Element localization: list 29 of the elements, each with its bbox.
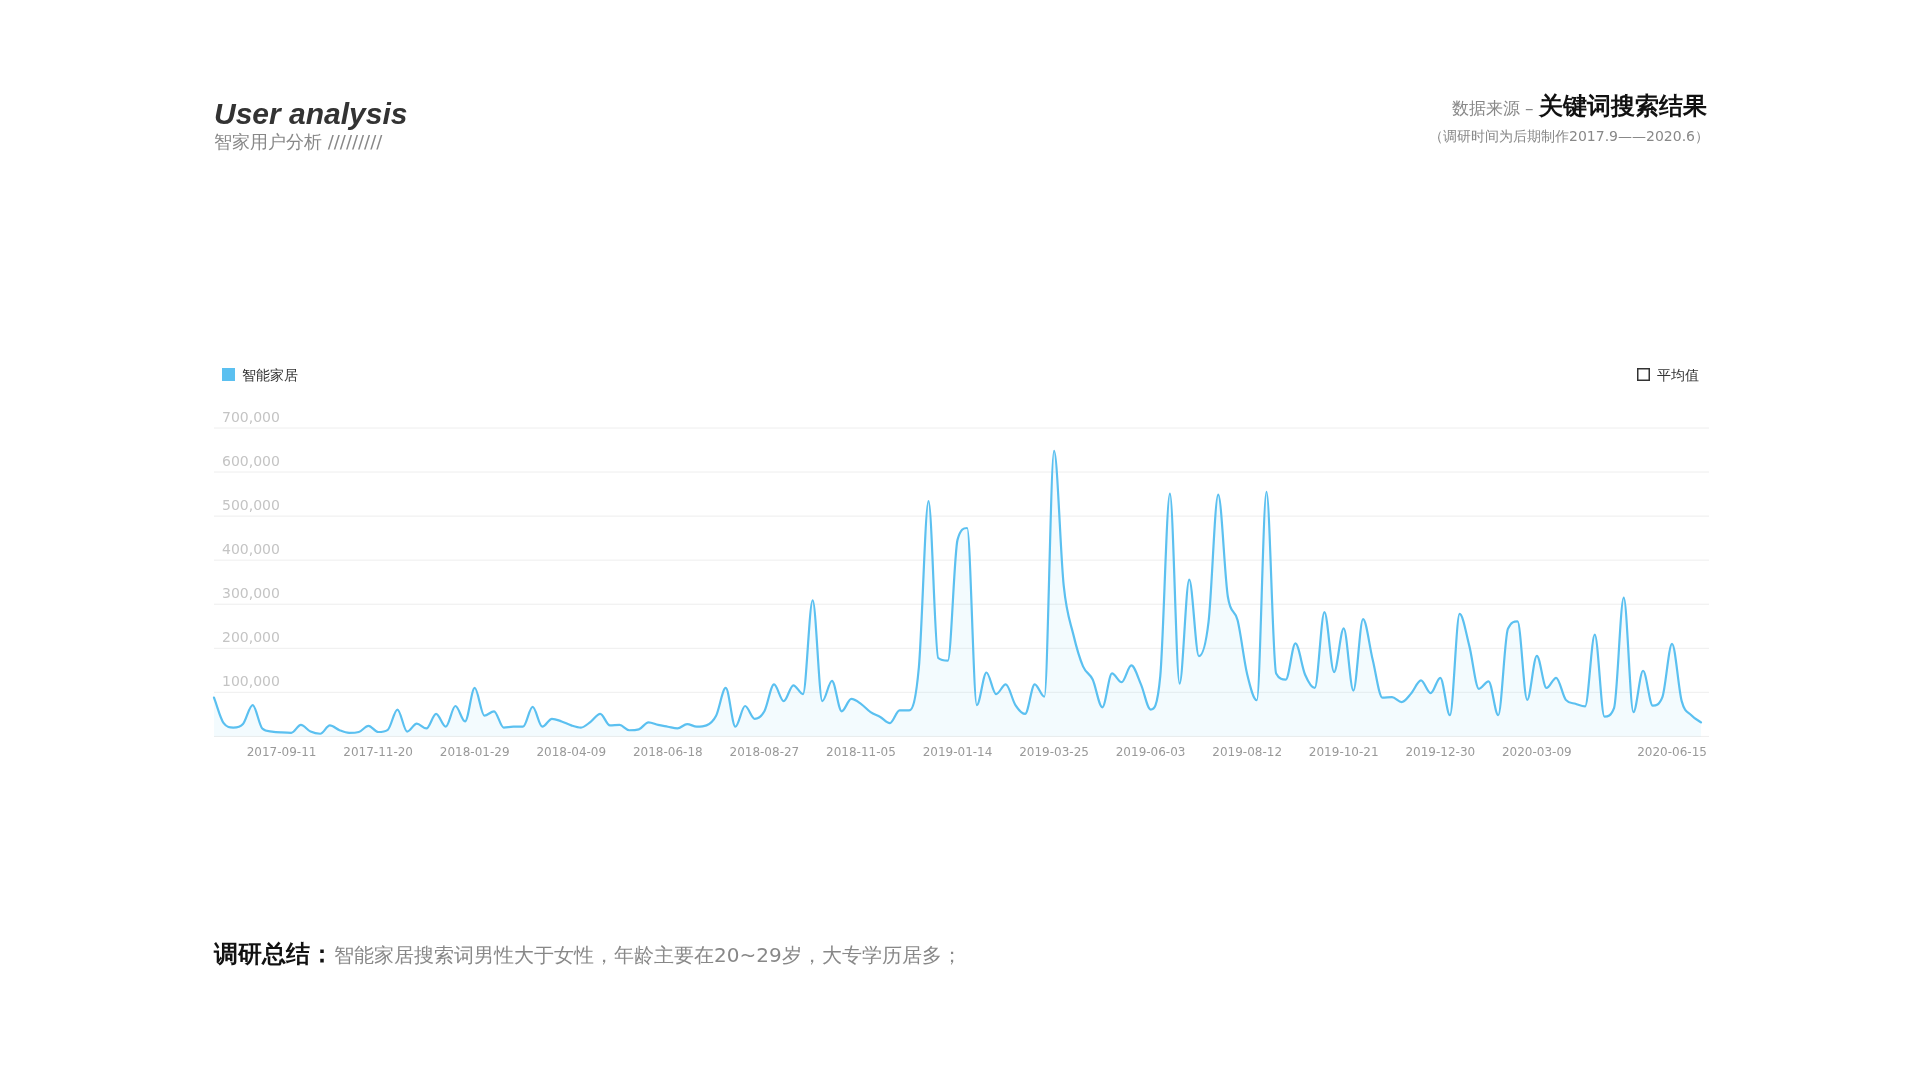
legend-label: 平均值 xyxy=(1657,367,1699,383)
text: （调研时间为后期制作2017.9——2020.6） xyxy=(1429,128,1709,144)
x-tick-label: 2017-11-20 xyxy=(343,745,414,759)
x-tick-label: 2019-10-21 xyxy=(1308,745,1379,759)
y-tick-label: 500,000 xyxy=(222,497,280,514)
y-tick-label: 700,000 xyxy=(222,409,280,425)
y-tick-label: 600,000 xyxy=(222,453,280,470)
x-tick-label: 2018-11-05 xyxy=(826,745,896,759)
x-tick-label: 2018-08-27 xyxy=(729,745,800,759)
y-tick-label: 300,000 xyxy=(222,585,280,602)
y-tick-label: 100,000 xyxy=(222,673,280,690)
chart-subtitle: 智家用户分析 ///////// xyxy=(214,131,384,152)
x-tick-label: 2017-09-11 xyxy=(246,745,317,759)
x-tick-label: 2019-01-14 xyxy=(922,745,993,759)
x-tick-label: 2019-12-30 xyxy=(1405,745,1476,759)
x-tick-label: 2018-06-18 xyxy=(632,745,703,759)
source-note: 数据来源 – 关键词搜索结果 xyxy=(1451,92,1707,120)
chart-title: User analysis xyxy=(214,97,408,130)
x-tick-label: 2019-08-12 xyxy=(1212,745,1283,759)
y-tick-label: 200,000 xyxy=(222,629,280,646)
text: 调研总结：智能家居搜索词男性大于女性，年龄主要在20~29岁，大专学历居多； xyxy=(213,940,962,968)
legend-label: 智能家居 xyxy=(242,367,298,383)
x-tick-label: 2020-03-09 xyxy=(1501,745,1572,759)
x-tick-label: 2018-04-09 xyxy=(536,745,607,759)
y-tick-label: 400,000 xyxy=(222,541,280,558)
x-tick-label: 2018-01-29 xyxy=(439,745,510,759)
x-tick-label: 2019-03-25 xyxy=(1019,745,1089,759)
x-tick-label: 2019-06-03 xyxy=(1115,745,1186,759)
x-tick-label: 2020-06-15 xyxy=(1637,745,1707,759)
